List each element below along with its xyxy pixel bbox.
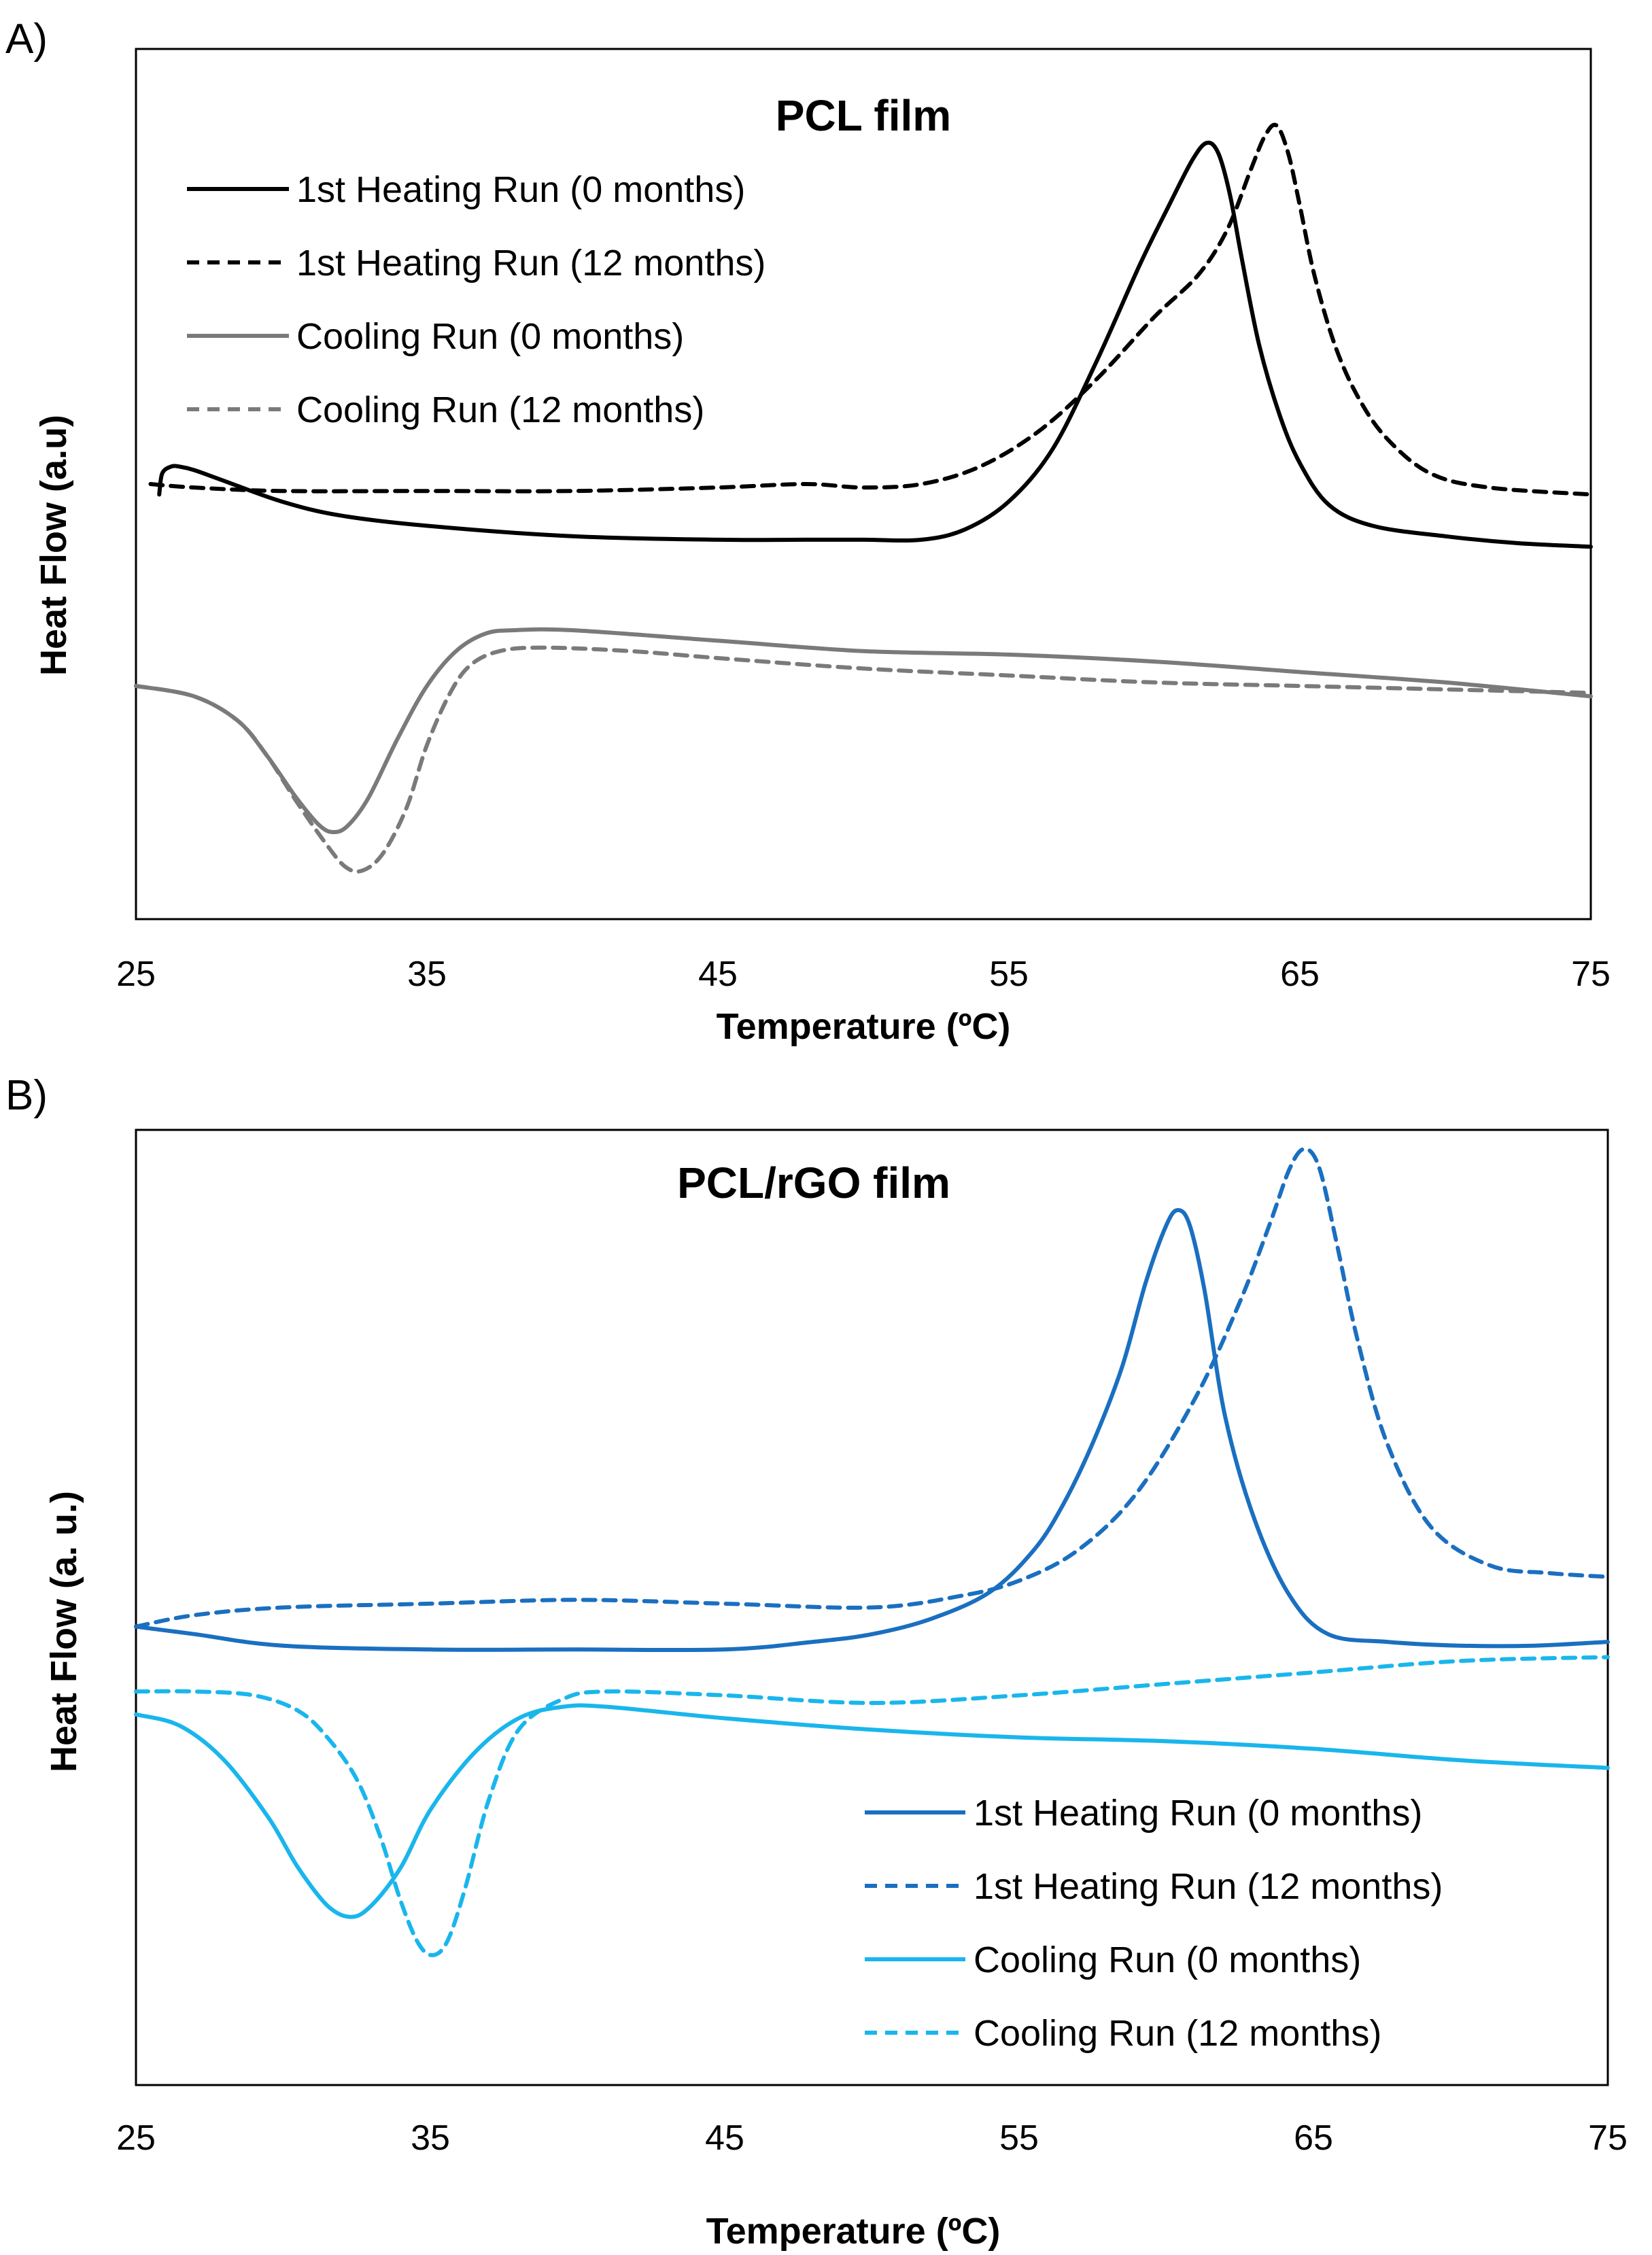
panel-b-chart: B) PCL/rGO film 25 35 45 55 65 75 Temperature… [5,1072,1628,2252]
panel-a-series-line-1 [157,140,1593,549]
panel-a-legend-label-1: 1st Heating Run (0 months) [296,169,745,210]
panel-b-series-line-2 [134,1147,1610,1629]
panel-a-x-axis-title: Temperature (ºC) [717,1006,1011,1047]
panel-a-x-tick-label: 55 [989,954,1029,994]
panel-b-x-ticks: 25 35 45 55 65 75 [116,2118,1628,2158]
panel-a-y-axis-title: Heat Flow (a.u) [33,415,74,676]
panel-a-x-tick-label: 75 [1571,954,1611,994]
panel-b-x-tick-label: 55 [999,2118,1039,2158]
panel-a-label: A) [5,16,48,63]
panel-b-plot-area [135,1129,1609,2086]
panel-a-series-line-4 [134,645,1593,874]
panel-b-legend-label-2: 1st Heating Run (12 months) [974,1866,1443,1907]
panel-b-legend: 1st Heating Run (0 months) 1st Heating Ru… [865,1793,1443,2054]
panel-b-legend-label-1: 1st Heating Run (0 months) [974,1793,1422,1834]
panel-b-legend-label-4: Cooling Run (12 months) [974,2013,1381,2054]
panel-b-x-tick-label: 25 [116,2118,156,2158]
panel-a-legend-label-3: Cooling Run (0 months) [296,316,684,357]
panel-a-x-ticks: 25 35 45 55 65 75 [116,954,1611,994]
panel-a-plot-area [135,48,1592,920]
panel-b-series-line-4 [134,1655,1610,1958]
panel-a-x-tick-label: 45 [698,954,738,994]
panel-b-x-tick-label: 75 [1588,2118,1628,2158]
panel-a-x-tick-label: 35 [407,954,447,994]
panel-a-series-line-2 [148,122,1593,497]
panel-a-chart: A) PCL film 25 35 45 55 65 75 Temperature (ºC… [5,16,1611,1047]
panel-a-legend-label-2: 1st Heating Run (12 months) [296,243,765,283]
panel-b-legend-label-3: Cooling Run (0 months) [974,1940,1361,1980]
panel-b-label: B) [5,1072,48,1119]
panel-a-legend-label-4: Cooling Run (12 months) [296,390,704,430]
panel-b-series [134,1147,1610,1958]
panel-b-title: PCL/rGO film [677,1158,950,1207]
panel-a-legend: 1st Heating Run (0 months) 1st Heating Ru… [187,169,765,430]
panel-b-series-line-3 [134,1703,1610,1919]
panel-a-series-line-3 [134,627,1593,834]
panel-a-x-tick-label: 25 [116,954,156,994]
panel-a-series [134,122,1593,874]
panel-b-x-tick-label: 65 [1294,2118,1333,2158]
panel-b-y-axis-title: Heat Flow (a. u.) [44,1491,84,1772]
panel-b-x-axis-title: Temperature (ºC) [706,2211,1001,2252]
panel-a-title: PCL film [776,91,951,140]
panel-a-x-tick-label: 65 [1280,954,1320,994]
panel-b-x-tick-label: 45 [705,2118,744,2158]
panel-b-series-line-1 [134,1208,1610,1653]
panel-b-x-tick-label: 35 [411,2118,450,2158]
